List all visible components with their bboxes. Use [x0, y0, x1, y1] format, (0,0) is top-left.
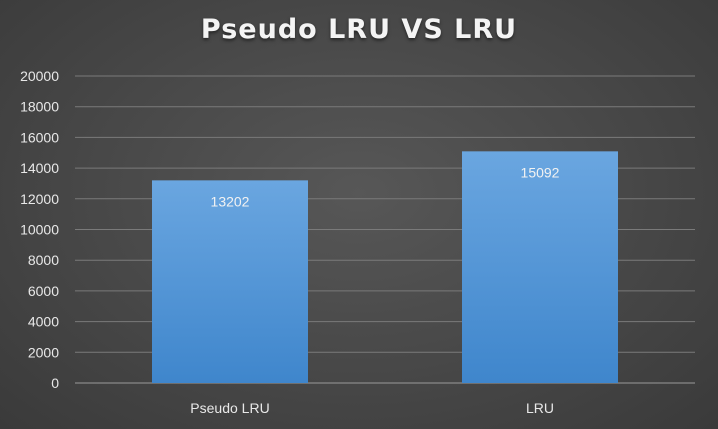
- y-tick-label: 4000: [28, 314, 59, 330]
- x-tick-label: Pseudo LRU: [190, 400, 269, 416]
- bar: [152, 180, 308, 383]
- y-tick-label: 6000: [28, 283, 59, 299]
- y-tick-label: 18000: [20, 99, 59, 115]
- y-tick-label: 12000: [20, 191, 59, 207]
- x-tick-label: LRU: [526, 400, 554, 416]
- bar-data-label: 13202: [211, 193, 250, 209]
- y-axis: 0 2000 4000 6000 8000 10000 12000 14000 16000 180…: [20, 68, 59, 391]
- y-tick-label: 0: [51, 375, 59, 391]
- bar-data-label: 15092: [521, 164, 560, 180]
- y-tick-label: 8000: [28, 252, 59, 268]
- chart-title: Pseudo LRU VS LRU: [200, 14, 518, 45]
- bars: 13202 15092: [152, 151, 618, 383]
- bar: [462, 151, 618, 383]
- x-axis: Pseudo LRU LRU: [190, 400, 554, 416]
- y-tick-label: 20000: [20, 68, 59, 84]
- y-tick-label: 14000: [20, 160, 59, 176]
- y-tick-label: 10000: [20, 222, 59, 238]
- y-tick-label: 16000: [20, 129, 59, 145]
- y-tick-label: 2000: [28, 344, 59, 360]
